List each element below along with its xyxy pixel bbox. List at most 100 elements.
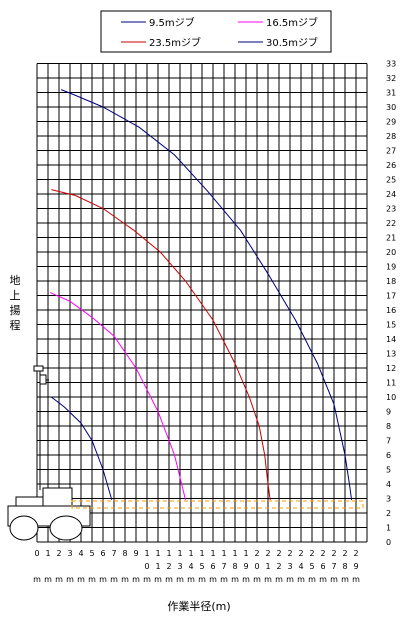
x-tick-label: m [55,575,63,584]
x-tick-label: 0 [144,562,149,571]
crane-vehicle-illustration [7,365,91,541]
x-tick-label: 2 [320,549,325,558]
series-line [51,189,271,500]
x-tick-label: 1 [221,549,226,558]
y-tick-label: 9 [386,408,391,417]
y-tick-label: 13 [386,350,396,359]
x-tick-label: 7 [331,562,336,571]
x-tick-label: 1 [177,549,182,558]
x-tick-label: m [297,575,305,584]
x-tick-label: 1 [199,549,204,558]
x-tick-label: m [352,575,360,584]
x-tick-label: 2 [265,549,270,558]
x-tick-label: 1 [144,549,149,558]
x-tick-label: 6 [320,562,325,571]
x-tick-label: 2 [331,549,336,558]
x-tick-label: 1 [45,549,50,558]
x-tick-label: m [88,575,96,584]
x-tick-label: 9 [243,562,248,571]
x-tick-label: 2 [276,549,281,558]
legend-label: 9.5mジブ [149,16,195,29]
legend-box [100,10,332,53]
x-tick-label: m [132,575,140,584]
x-tick-label: 1 [188,549,193,558]
x-tick-label: m [143,575,151,584]
x-tick-label: m [264,575,272,584]
x-tick-label: 1 [155,562,160,571]
y-axis-label-char: 上 [10,289,21,302]
x-tick-label: m [330,575,338,584]
x-tick-label: m [99,575,107,584]
x-tick-label: m [176,575,184,584]
y-tick-label: 6 [386,451,391,460]
y-tick-label: 25 [386,176,396,185]
x-tick-label: 2 [287,549,292,558]
x-tick-label: 2 [309,549,314,558]
x-tick-label: 2 [166,562,171,571]
x-tick-label: 0 [34,549,39,558]
x-tick-label: 2 [353,549,358,558]
x-tick-label: 2 [342,549,347,558]
x-tick-label: m [319,575,327,584]
x-tick-label: m [154,575,162,584]
x-tick-label: m [77,575,85,584]
x-tick-label: m [341,575,349,584]
y-tick-label: 31 [386,89,396,98]
series-line [49,292,186,501]
y-tick-label: 8 [386,422,391,431]
x-tick-label: 5 [309,562,314,571]
x-tick-label: 8 [122,549,127,558]
y-tick-label: 20 [386,248,396,257]
x-tick-label: 6 [210,562,215,571]
y-tick-label: 17 [386,292,396,301]
legend-label: 16.5mジブ [266,16,318,29]
x-tick-label: 2 [254,549,259,558]
x-tick-label: 2 [298,549,303,558]
x-tick-label: 1 [210,549,215,558]
y-tick-label: 24 [386,190,396,199]
x-tick-label: m [253,575,261,584]
y-tick-label: 29 [386,118,396,127]
x-tick-label: m [220,575,228,584]
y-tick-label: 5 [386,466,391,475]
y-axis-label-char: 地 [10,274,21,287]
x-tick-label: 7 [221,562,226,571]
x-tick-label: 1 [155,549,160,558]
x-tick-label: m [33,575,41,584]
y-tick-label: 23 [386,205,396,214]
x-tick-label: m [231,575,239,584]
x-tick-label: 5 [199,562,204,571]
x-tick-label: m [121,575,129,584]
x-tick-label: 9 [133,549,138,558]
x-tick-label: 4 [188,562,193,571]
x-tick-label: m [198,575,206,584]
series [49,89,353,501]
y-tick-label: 3 [386,495,391,504]
x-tick-label: m [44,575,52,584]
x-tick-label: 5 [89,549,94,558]
x-tick-label: 1 [166,549,171,558]
x-tick-label: 1 [243,549,248,558]
y-tick-label: 26 [386,161,396,170]
y-tick-labels: 0123456789101112131415161718192021222324… [386,60,396,548]
y-tick-label: 14 [386,335,396,344]
x-tick-label: m [275,575,283,584]
y-axis-label-char: 揚 [10,304,21,317]
x-tick-label: m [66,575,74,584]
x-tick-label: 0 [254,562,259,571]
legend-label: 30.5mジブ [266,36,318,49]
y-tick-label: 12 [386,364,396,373]
y-tick-label: 27 [386,147,396,156]
x-tick-label: m [286,575,294,584]
series-line [61,89,353,500]
y-tick-label: 15 [386,321,396,330]
x-tick-label: 9 [353,562,358,571]
y-axis-label-char: 程 [10,319,21,332]
y-tick-label: 16 [386,306,396,315]
legend: 9.5mジブ 16.5mジブ 23.5mジブ 30.5mジブ [100,10,332,53]
y-tick-label: 30 [386,103,396,112]
x-tick-label: 6 [100,549,105,558]
grid [36,63,368,543]
